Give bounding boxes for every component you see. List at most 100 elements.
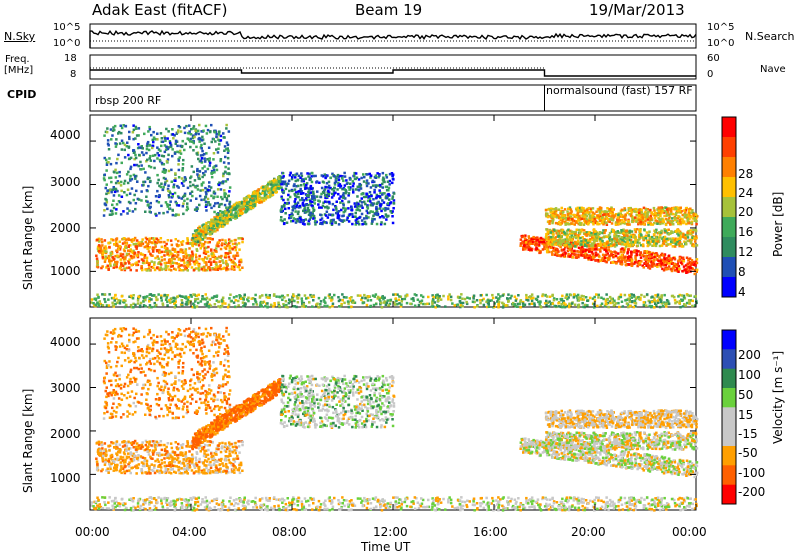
power-pixel bbox=[273, 186, 276, 190]
velocity-pixel bbox=[123, 470, 127, 473]
velocity-pixel bbox=[279, 378, 282, 381]
velocity-pixel bbox=[207, 463, 211, 466]
power-pixel bbox=[226, 172, 229, 175]
velocity-pixel bbox=[100, 443, 104, 447]
velocity-pixel bbox=[175, 465, 178, 468]
velocity-pixel bbox=[123, 444, 127, 447]
velocity-pixel bbox=[174, 345, 177, 348]
power-pixel bbox=[239, 209, 242, 212]
power-pixel bbox=[132, 151, 136, 154]
power-pixel bbox=[148, 269, 151, 272]
velocity-pixel bbox=[158, 471, 161, 475]
velocity-pixel bbox=[235, 457, 238, 460]
velocity-pixel bbox=[134, 445, 138, 449]
velocity-pixel bbox=[295, 406, 299, 410]
power-pixel bbox=[284, 187, 288, 191]
power-pixel bbox=[169, 200, 172, 203]
velocity-pixel bbox=[236, 415, 240, 418]
power-pixel bbox=[233, 213, 236, 216]
velocity-pixel bbox=[366, 408, 369, 411]
velocity-pixel bbox=[200, 469, 203, 473]
velocity-pixel bbox=[217, 468, 220, 471]
power-pixel bbox=[336, 212, 340, 215]
power-pixel bbox=[277, 185, 280, 189]
power-pixel bbox=[310, 180, 314, 184]
power-pixel bbox=[266, 183, 270, 186]
power-pixel bbox=[202, 266, 205, 269]
velocity-pixel bbox=[163, 447, 167, 451]
power-pixel bbox=[254, 195, 257, 198]
power-pixel bbox=[234, 205, 238, 208]
power-pixel bbox=[348, 188, 351, 191]
power-pixel bbox=[294, 197, 297, 201]
velocity-pixel bbox=[345, 421, 349, 425]
velocity-pixel bbox=[149, 455, 152, 459]
velocity-pixel bbox=[157, 404, 161, 407]
power-pixel bbox=[354, 219, 358, 222]
power-pixel bbox=[293, 193, 296, 196]
power-pixel bbox=[234, 246, 238, 249]
velocity-pixel bbox=[308, 380, 312, 383]
power-pixel bbox=[118, 240, 121, 243]
velocity-pixel bbox=[354, 426, 357, 429]
power-pixel bbox=[123, 143, 127, 147]
power-pixel bbox=[369, 176, 372, 179]
power-pixel bbox=[248, 205, 251, 209]
velocity-pixel bbox=[311, 407, 314, 411]
power-pixel bbox=[300, 179, 304, 183]
velocity-pixel bbox=[185, 459, 188, 463]
power-pixel bbox=[295, 185, 298, 188]
power-pixel bbox=[108, 189, 111, 192]
power-pixel bbox=[217, 244, 220, 248]
power-pixel bbox=[198, 225, 201, 228]
power-pixel bbox=[251, 206, 255, 209]
power-pixel bbox=[224, 247, 228, 250]
velocity-pixel bbox=[125, 441, 128, 444]
velocity-pixel bbox=[367, 398, 371, 401]
power-pixel bbox=[101, 253, 104, 256]
velocity-pixel bbox=[168, 452, 171, 456]
power-pixel bbox=[125, 145, 128, 148]
power-pixel bbox=[332, 208, 335, 212]
velocity-pixel bbox=[130, 441, 133, 445]
velocity-pixel bbox=[321, 393, 325, 397]
power-pixel bbox=[351, 180, 355, 183]
power-pixel bbox=[123, 249, 126, 253]
power-pixel bbox=[321, 180, 325, 183]
velocity-pixel bbox=[208, 443, 211, 447]
velocity-pixel bbox=[212, 355, 216, 358]
power-pixel bbox=[101, 244, 104, 247]
power-pixel bbox=[218, 255, 221, 259]
velocity-pixel bbox=[294, 376, 297, 379]
power-pixel bbox=[229, 258, 233, 262]
power-pixel bbox=[112, 238, 115, 242]
velocity-pixel bbox=[189, 395, 192, 398]
power-pixel bbox=[212, 223, 216, 226]
velocity-pixel bbox=[205, 471, 209, 475]
power-pixel bbox=[371, 179, 375, 183]
velocity-pixel bbox=[386, 383, 390, 386]
power-pixel bbox=[221, 197, 224, 201]
power-pixel bbox=[387, 203, 391, 207]
velocity-pixel bbox=[182, 472, 185, 475]
velocity-pixel bbox=[302, 382, 305, 386]
velocity-pixel bbox=[181, 454, 185, 457]
velocity-pixel bbox=[260, 402, 263, 406]
power-pixel bbox=[166, 137, 169, 140]
velocity-pixel bbox=[231, 445, 235, 449]
power-pixel bbox=[204, 200, 208, 204]
power-pixel bbox=[343, 184, 347, 187]
power-pixel bbox=[205, 192, 208, 196]
velocity-pixel bbox=[390, 414, 394, 417]
power-pixel bbox=[339, 195, 342, 198]
velocity-pixel bbox=[277, 380, 281, 384]
power-pixel bbox=[160, 144, 163, 148]
velocity-pixel bbox=[227, 333, 231, 336]
velocity-pixel bbox=[337, 426, 341, 429]
power-pixel bbox=[181, 258, 185, 262]
velocity-pixel bbox=[104, 448, 107, 451]
velocity-pixel bbox=[351, 425, 354, 429]
power-pixel bbox=[200, 268, 203, 271]
power-pixel bbox=[191, 241, 195, 245]
power-pixel bbox=[268, 195, 272, 198]
